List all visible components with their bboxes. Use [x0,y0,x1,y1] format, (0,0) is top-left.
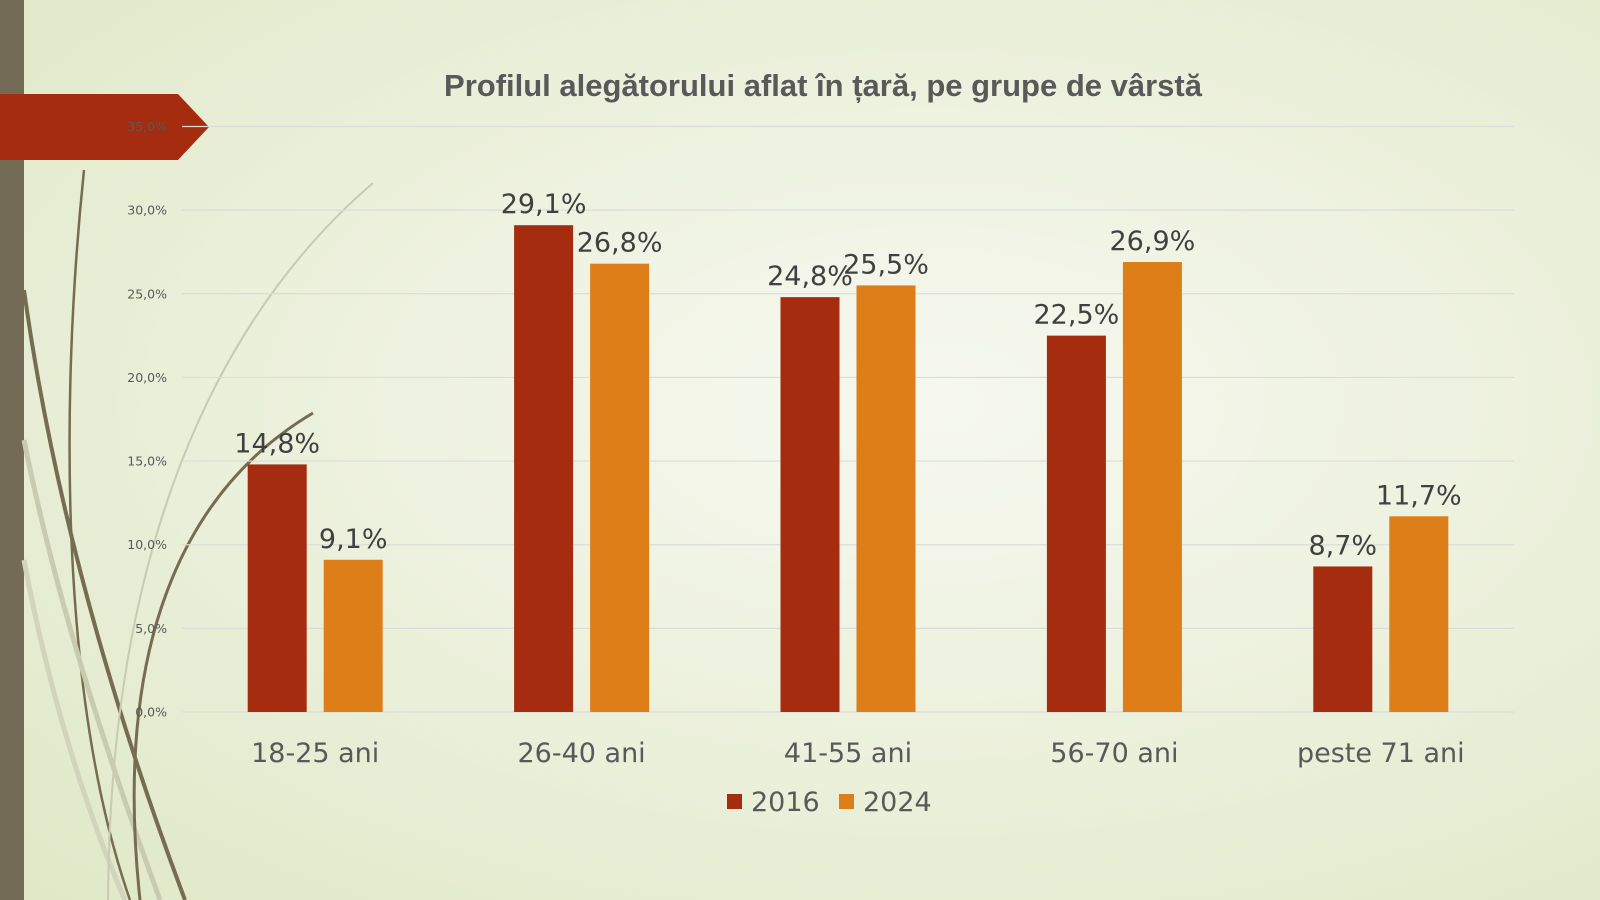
y-tick-label: 15,0% [127,454,167,469]
y-tick-label: 20,0% [127,370,167,385]
data-label: 26,8% [577,228,663,259]
chart-title: Profilul alegătorului aflat în țară, pe … [444,68,1203,103]
data-label: 26,9% [1110,226,1196,257]
data-label: 9,1% [319,524,388,555]
y-tick-label: 5,0% [135,621,167,636]
bar-2024 [1389,516,1449,712]
x-tick-label: peste 71 ani [1297,738,1465,769]
y-tick-label: 0,0% [135,705,167,720]
y-tick-label: 35,0% [127,119,167,134]
data-label: 14,8% [234,428,320,459]
legend-swatch-2024 [839,794,854,809]
legend-swatch-2016 [727,794,742,809]
data-label: 25,5% [843,249,929,280]
bar-2016 [1313,566,1373,712]
bar-2024 [1122,262,1182,712]
x-tick-label: 41-55 ani [784,738,912,769]
bar-2016 [514,225,574,712]
y-tick-label: 30,0% [127,203,167,218]
bar-2024 [323,559,383,712]
legend-label: 2016 [751,787,820,818]
data-label: 11,7% [1376,480,1462,511]
legend-label: 2024 [863,787,932,818]
title-banner-arrow [0,94,209,160]
y-tick-label: 25,0% [127,286,167,301]
data-label: 22,5% [1034,300,1120,331]
x-tick-label: 56-70 ani [1050,738,1178,769]
y-tick-label: 10,0% [127,537,167,552]
x-tick-label: 18-25 ani [251,738,379,769]
data-label: 29,1% [501,189,587,220]
data-label: 24,8% [767,261,853,292]
data-label: 8,7% [1308,530,1377,561]
x-tick-label: 26-40 ani [517,738,645,769]
bar-2016 [1046,335,1106,712]
bar-2016 [780,297,840,712]
bar-2016 [247,464,307,712]
bar-2024 [856,285,916,712]
bar-2024 [590,263,650,712]
